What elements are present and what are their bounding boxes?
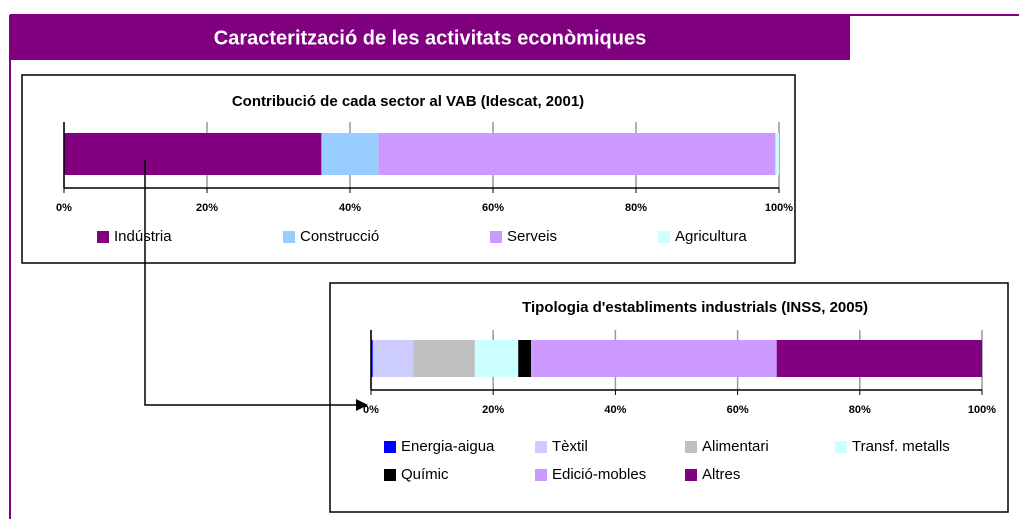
legend-label: Indústria [114, 228, 172, 245]
chart-title: Tipologia d'establiments industrials (IN… [522, 299, 868, 316]
bar-segment [321, 133, 379, 175]
legend-label: Agricultura [675, 228, 747, 245]
chart-title: Contribució de cada sector al VAB (Idesc… [232, 93, 584, 110]
legend-swatch [490, 231, 502, 243]
legend-label: Serveis [507, 228, 557, 245]
x-tick-label: 80% [849, 404, 871, 416]
legend-label: Alimentari [702, 438, 769, 455]
legend-label: Edició-mobles [552, 466, 646, 483]
legend-swatch [685, 441, 697, 453]
x-tick-label: 40% [604, 404, 626, 416]
x-tick-label: 20% [482, 404, 504, 416]
legend-swatch [658, 231, 670, 243]
x-tick-label: 60% [482, 202, 504, 214]
x-tick-label: 100% [968, 404, 996, 416]
bar-segment [474, 340, 519, 377]
x-tick-label: 20% [196, 202, 218, 214]
bar-segment [64, 133, 322, 175]
x-tick-label: 100% [765, 202, 793, 214]
bar-segment [776, 340, 982, 377]
x-tick-label: 40% [339, 202, 361, 214]
x-tick-label: 0% [363, 404, 379, 416]
page-title: Caracterització de les activitats econòm… [214, 27, 646, 49]
arrow-head [356, 399, 368, 411]
legend-label: Transf. metalls [852, 438, 950, 455]
legend-swatch [535, 441, 547, 453]
legend-label: Tèxtil [552, 438, 588, 455]
bar-segment [372, 340, 414, 377]
legend-swatch [535, 469, 547, 481]
legend-swatch [835, 441, 847, 453]
bar-segment [531, 340, 777, 377]
chart-frame [329, 282, 1009, 513]
header-band [10, 15, 850, 60]
bar-segment [775, 133, 779, 175]
bar-segment [378, 133, 776, 175]
legend-label: Energia-aigua [401, 438, 495, 455]
legend-swatch [384, 469, 396, 481]
bar-segment [371, 340, 373, 377]
bar-segment [413, 340, 475, 377]
x-tick-label: 60% [727, 404, 749, 416]
legend-swatch [283, 231, 295, 243]
x-tick-label: 0% [56, 202, 72, 214]
legend-swatch [685, 469, 697, 481]
bar-segment [518, 340, 532, 377]
legend-swatch [97, 231, 109, 243]
legend-swatch [384, 441, 396, 453]
legend-label: Químic [401, 466, 449, 483]
legend-label: Altres [702, 466, 740, 483]
legend-label: Construcció [300, 228, 379, 245]
x-tick-label: 80% [625, 202, 647, 214]
connector-arrow [144, 160, 360, 406]
